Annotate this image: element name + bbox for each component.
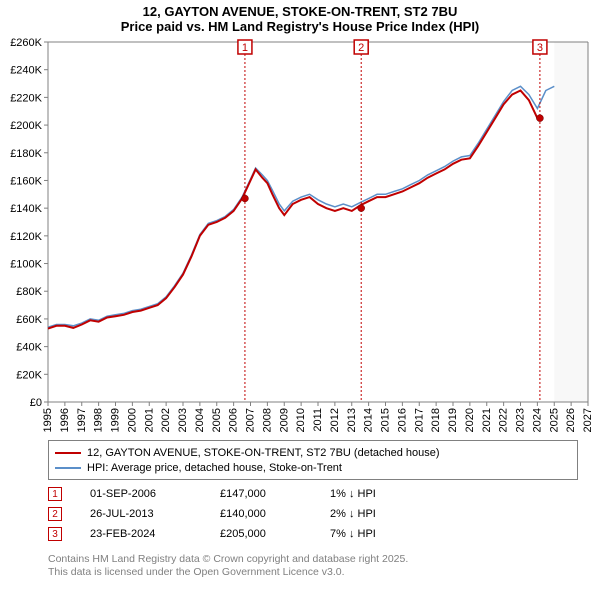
table-date: 01-SEP-2006 [90, 488, 220, 500]
svg-text:2: 2 [358, 42, 364, 54]
chart-title-block: 12, GAYTON AVENUE, STOKE-ON-TRENT, ST2 7… [0, 0, 600, 34]
svg-text:2006: 2006 [228, 408, 240, 432]
footer-line-2: This data is licensed under the Open Gov… [48, 566, 408, 579]
table-price: £140,000 [220, 508, 330, 520]
legend-swatch-1 [55, 452, 81, 454]
svg-text:2016: 2016 [396, 408, 408, 432]
chart-svg: £0£20K£40K£60K£80K£100K£120K£140K£160K£1… [48, 42, 588, 402]
svg-text:£260K: £260K [10, 37, 42, 49]
svg-text:1999: 1999 [110, 408, 122, 432]
svg-text:2019: 2019 [447, 408, 459, 432]
svg-text:2018: 2018 [430, 408, 442, 432]
chart-container: 12, GAYTON AVENUE, STOKE-ON-TRENT, ST2 7… [0, 0, 600, 590]
svg-text:£140K: £140K [10, 203, 42, 215]
table-row: 3 23-FEB-2024£205,0007% ↓ HPI [48, 524, 430, 544]
svg-text:£200K: £200K [10, 120, 42, 132]
svg-text:1995: 1995 [42, 408, 54, 432]
table-row: 1 01-SEP-2006£147,0001% ↓ HPI [48, 484, 430, 504]
legend-label-1: 12, GAYTON AVENUE, STOKE-ON-TRENT, ST2 7… [87, 447, 440, 459]
table-diff: 7% ↓ HPI [330, 528, 430, 540]
footer-line-1: Contains HM Land Registry data © Crown c… [48, 553, 408, 566]
svg-text:2015: 2015 [380, 408, 392, 432]
svg-text:2023: 2023 [515, 408, 527, 432]
data-table: 1 01-SEP-2006£147,0001% ↓ HPI 2 26-JUL-2013… [48, 484, 430, 544]
svg-text:2001: 2001 [143, 408, 155, 432]
table-marker: 1 [48, 487, 62, 501]
table-price: £205,000 [220, 528, 330, 540]
legend-row-1: 12, GAYTON AVENUE, STOKE-ON-TRENT, ST2 7… [55, 445, 571, 460]
svg-text:2027: 2027 [582, 408, 594, 432]
svg-text:1997: 1997 [76, 408, 88, 432]
svg-text:2026: 2026 [565, 408, 577, 432]
table-marker: 2 [48, 507, 62, 521]
svg-text:£0: £0 [30, 397, 42, 409]
svg-text:£40K: £40K [16, 342, 42, 354]
svg-text:£180K: £180K [10, 148, 42, 160]
chart-title-line2: Price paid vs. HM Land Registry's House … [0, 19, 600, 34]
svg-text:2003: 2003 [177, 408, 189, 432]
svg-text:2004: 2004 [194, 408, 206, 432]
svg-text:1996: 1996 [59, 408, 71, 432]
plot-area: £0£20K£40K£60K£80K£100K£120K£140K£160K£1… [48, 42, 588, 402]
svg-text:2014: 2014 [363, 408, 375, 432]
legend-row-2: HPI: Average price, detached house, Stok… [55, 460, 571, 475]
svg-text:£220K: £220K [10, 92, 42, 104]
svg-text:2020: 2020 [464, 408, 476, 432]
svg-text:2000: 2000 [126, 408, 138, 432]
svg-text:£120K: £120K [10, 231, 42, 243]
footer-note: Contains HM Land Registry data © Crown c… [48, 553, 408, 579]
legend-swatch-2 [55, 467, 81, 469]
svg-text:2007: 2007 [245, 408, 257, 432]
svg-text:1: 1 [242, 42, 248, 54]
legend: 12, GAYTON AVENUE, STOKE-ON-TRENT, ST2 7… [48, 440, 578, 480]
table-marker: 3 [48, 527, 62, 541]
svg-text:2022: 2022 [498, 408, 510, 432]
svg-text:2024: 2024 [531, 408, 543, 432]
svg-text:£240K: £240K [10, 65, 42, 77]
svg-text:£160K: £160K [10, 175, 42, 187]
svg-text:2021: 2021 [481, 408, 493, 432]
svg-text:2013: 2013 [346, 408, 358, 432]
svg-text:2008: 2008 [261, 408, 273, 432]
table-row: 2 26-JUL-2013£140,0002% ↓ HPI [48, 504, 430, 524]
svg-text:2025: 2025 [548, 408, 560, 432]
table-price: £147,000 [220, 488, 330, 500]
chart-title-line1: 12, GAYTON AVENUE, STOKE-ON-TRENT, ST2 7… [0, 4, 600, 19]
table-date: 23-FEB-2024 [90, 528, 220, 540]
svg-text:2017: 2017 [413, 408, 425, 432]
svg-text:2009: 2009 [278, 408, 290, 432]
svg-text:2005: 2005 [211, 408, 223, 432]
table-diff: 2% ↓ HPI [330, 508, 430, 520]
svg-text:2011: 2011 [312, 408, 324, 432]
svg-text:2010: 2010 [295, 408, 307, 432]
svg-text:2002: 2002 [160, 408, 172, 432]
svg-text:2012: 2012 [329, 408, 341, 432]
svg-text:£80K: £80K [16, 286, 42, 298]
legend-label-2: HPI: Average price, detached house, Stok… [87, 462, 342, 474]
svg-text:£20K: £20K [16, 369, 42, 381]
svg-text:3: 3 [537, 42, 543, 54]
table-diff: 1% ↓ HPI [330, 488, 430, 500]
svg-text:1998: 1998 [93, 408, 105, 432]
svg-text:£100K: £100K [10, 259, 42, 271]
table-date: 26-JUL-2013 [90, 508, 220, 520]
svg-text:£60K: £60K [16, 314, 42, 326]
